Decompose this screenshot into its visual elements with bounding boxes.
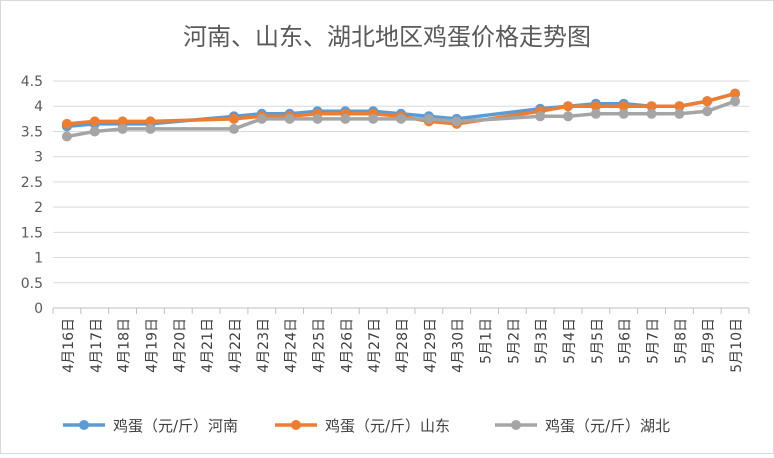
data-point: [396, 113, 406, 124]
data-point: [61, 118, 72, 129]
data-point: [228, 113, 239, 124]
data-point: [61, 131, 72, 142]
data-point: [702, 106, 713, 117]
data-point: [730, 88, 741, 99]
y-tick-label: 3: [34, 150, 43, 166]
x-tick-label: 4月18日: [117, 318, 133, 373]
legend-label: 鸡蛋（元/斤）湖北: [545, 417, 670, 435]
data-point: [228, 123, 239, 134]
x-tick-label: 4月30日: [451, 318, 467, 373]
legend-swatch-marker: [79, 420, 89, 430]
x-tick-label: 4月26日: [339, 318, 355, 373]
chart-title: 河南、山东、湖北地区鸡蛋价格走势图: [183, 23, 591, 51]
data-point: [702, 96, 713, 107]
data-point: [256, 113, 267, 124]
y-tick-label: 1.5: [21, 225, 43, 241]
x-tick-label: 5月1日: [479, 318, 495, 364]
data-point: [423, 113, 434, 124]
x-tick-label: 4月24日: [284, 318, 300, 373]
y-tick-label: 4: [34, 99, 43, 115]
data-point: [89, 126, 100, 137]
data-point: [563, 111, 574, 122]
x-tick-label: 5月2日: [506, 318, 522, 364]
x-tick-label: 4月25日: [311, 318, 327, 373]
x-tick-label: 4月20日: [172, 318, 188, 373]
legend-entry: 鸡蛋（元/斤）湖北: [495, 417, 670, 435]
x-tick-label: 5月8日: [673, 318, 689, 364]
y-tick-label: 1: [34, 251, 43, 267]
data-point: [117, 116, 128, 127]
data-point: [590, 108, 601, 119]
data-point: [284, 113, 295, 124]
series-1: [61, 88, 741, 132]
data-point: [563, 101, 574, 112]
legend-label: 鸡蛋（元/斤）山东: [325, 417, 450, 435]
y-tick-label: 4.5: [21, 74, 43, 90]
y-tick-label: 2: [34, 200, 43, 216]
x-tick-label: 5月5日: [590, 318, 606, 364]
data-point: [730, 96, 741, 107]
x-tick-label: 4月17日: [89, 318, 105, 373]
x-tick-label: 4月23日: [256, 318, 272, 373]
x-tick-label: 5月3日: [534, 318, 550, 364]
data-point: [618, 108, 629, 119]
y-tick-label: 0: [34, 301, 43, 317]
y-tick-label: 0.5: [21, 276, 43, 292]
data-point: [618, 101, 629, 112]
x-tick-label: 4月16日: [61, 318, 77, 373]
data-point: [451, 116, 462, 127]
legend-entry: 鸡蛋（元/斤）河南: [63, 417, 238, 435]
x-tick-label: 4月27日: [367, 318, 383, 373]
x-tick-label: 4月22日: [228, 318, 244, 373]
data-point: [590, 101, 601, 112]
data-point: [674, 108, 685, 119]
data-point: [340, 113, 351, 124]
data-point: [312, 113, 323, 124]
legend-label: 鸡蛋（元/斤）河南: [113, 417, 238, 435]
x-tick-label: 4月29日: [423, 318, 439, 373]
x-tick-label: 5月6日: [618, 318, 634, 364]
legend-swatch-marker: [511, 420, 521, 430]
x-tick-label: 4月21日: [200, 318, 216, 373]
data-point: [646, 108, 657, 119]
y-tick-label: 3.5: [21, 124, 43, 140]
y-tick-label: 2.5: [21, 175, 43, 191]
x-tick-label: 4月28日: [395, 318, 411, 373]
legend-swatch-marker: [291, 420, 301, 430]
x-tick-label: 5月7日: [646, 318, 662, 364]
data-point: [117, 123, 128, 134]
data-point: [145, 123, 156, 134]
data-point: [89, 116, 100, 127]
x-tick-label: 5月9日: [701, 318, 717, 364]
data-point: [535, 111, 546, 122]
x-tick-label: 5月4日: [562, 318, 578, 364]
data-point: [145, 116, 156, 127]
data-point: [674, 101, 685, 112]
series-3: [61, 96, 741, 142]
data-point: [368, 113, 379, 124]
x-tick-label: 4月19日: [144, 318, 160, 373]
data-point: [646, 101, 657, 112]
legend-entry: 鸡蛋（元/斤）山东: [275, 417, 450, 435]
x-tick-label: 5月10日: [729, 318, 745, 373]
